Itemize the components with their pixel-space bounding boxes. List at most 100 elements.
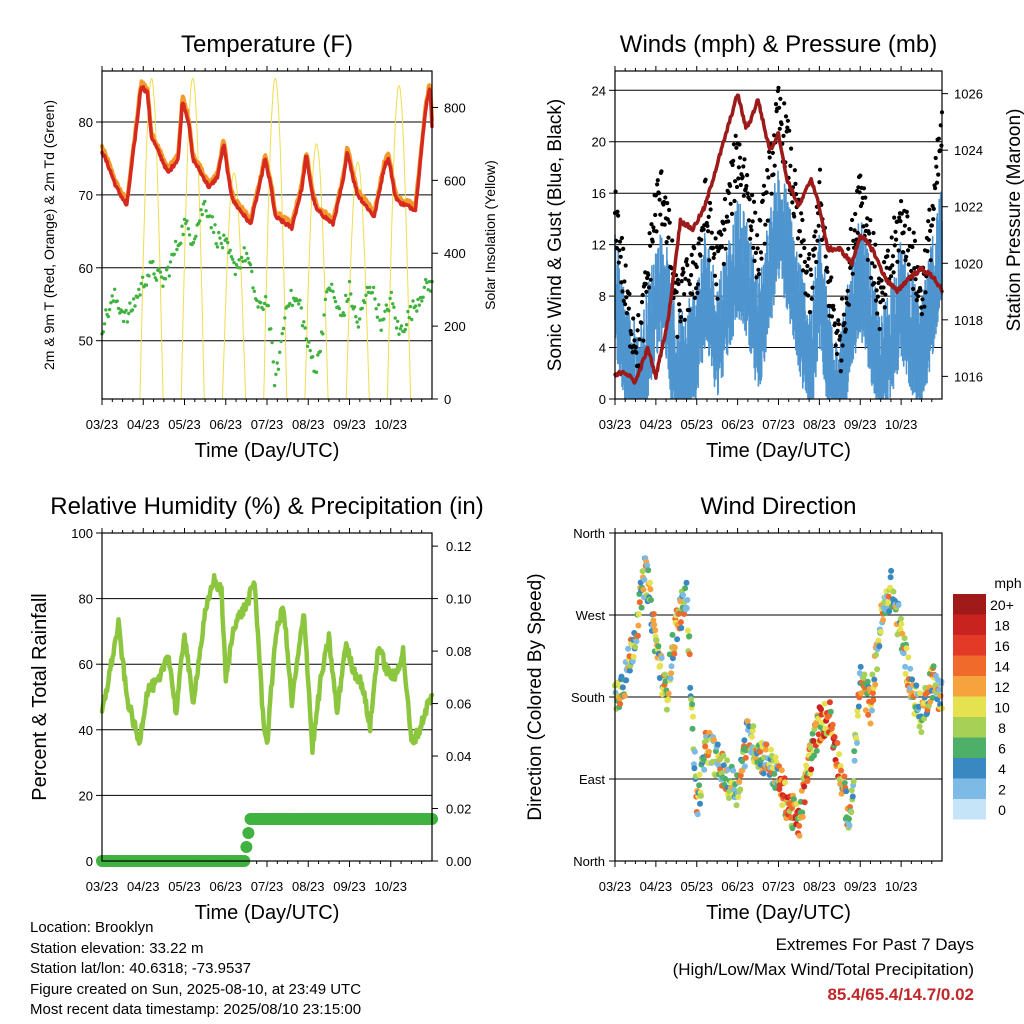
gust-point <box>754 275 759 280</box>
direction-point <box>687 684 694 691</box>
dewpoint-point <box>342 313 347 317</box>
direction-point <box>804 778 811 784</box>
gust-point <box>713 236 718 241</box>
direction-point <box>818 706 824 713</box>
gust-point <box>719 244 725 249</box>
direction-point <box>757 748 764 755</box>
dewpoint-point <box>217 230 221 235</box>
direction-point <box>909 676 916 683</box>
dewpoint-point <box>107 307 112 312</box>
gust-point <box>733 133 738 138</box>
temp-ytick-label: 80 <box>79 115 93 130</box>
gust-point <box>817 167 823 172</box>
gust-point <box>798 253 803 258</box>
direction-point <box>623 677 630 684</box>
gust-point <box>933 155 938 161</box>
dewpoint-point <box>318 349 322 354</box>
direction-point <box>651 621 658 628</box>
wind-xtick-label: 06/23 <box>721 417 754 432</box>
direction-point <box>868 707 875 714</box>
dewpoint-point <box>271 360 275 364</box>
gust-point <box>852 228 857 233</box>
dewpoint-point <box>215 245 220 249</box>
direction-point <box>690 713 696 720</box>
rh-ytick-label: 20 <box>79 788 93 803</box>
direction-point <box>705 748 712 755</box>
dewpoint-point <box>140 275 145 279</box>
gust-point <box>684 257 689 262</box>
wind-ytick-label: 0 <box>599 392 606 407</box>
gust-point <box>858 173 863 178</box>
dewpoint-point <box>288 301 292 306</box>
dewpoint-point <box>110 294 114 298</box>
gust-point <box>778 96 783 101</box>
gust-point <box>731 158 736 163</box>
dewpoint-point <box>347 279 352 284</box>
gust-point <box>795 236 801 241</box>
gust-point <box>678 315 684 320</box>
gust-point <box>759 256 764 261</box>
gust-point <box>724 214 730 219</box>
direction-point <box>640 586 647 593</box>
gust-point <box>661 199 667 205</box>
gust-point <box>629 332 634 337</box>
direction-point <box>799 813 806 820</box>
direction-point <box>636 599 643 606</box>
gust-point <box>646 272 651 277</box>
gust-point <box>837 337 842 342</box>
extremes-title: Extremes For Past 7 Days <box>775 935 974 954</box>
wind-y2label: Station Pressure (Maroon) <box>1004 109 1024 332</box>
gust-point <box>748 224 753 229</box>
direction-point <box>771 770 778 777</box>
direction-point <box>850 778 857 785</box>
gust-point <box>694 286 699 291</box>
gust-point <box>639 320 644 325</box>
gust-point <box>797 229 803 234</box>
gust-point <box>931 206 936 211</box>
direction-point <box>655 643 662 650</box>
dewpoint-point <box>233 272 237 277</box>
legend-swatch <box>953 778 986 799</box>
dewpoint-point <box>259 301 263 305</box>
dewpoint-point <box>264 295 268 299</box>
direction-point <box>867 720 874 727</box>
direction-point <box>886 608 893 615</box>
gust-point <box>793 181 798 186</box>
gust-point <box>651 225 656 230</box>
gust-point <box>617 248 622 253</box>
dewpoint-point <box>118 311 122 315</box>
rh-y2tick-label: 0.02 <box>446 802 471 817</box>
gust-point <box>760 198 765 203</box>
gust-point <box>680 266 686 271</box>
direction-point <box>737 772 744 779</box>
gust-point <box>876 280 881 286</box>
dewpoint-point <box>147 274 151 278</box>
direction-point <box>826 699 833 706</box>
direction-point <box>846 822 853 829</box>
gust-point <box>631 316 636 321</box>
gust-point <box>890 263 895 268</box>
rh-y2tick-label: 0.06 <box>446 697 471 712</box>
direction-point <box>838 790 845 797</box>
legend-label: 20+ <box>990 597 1014 613</box>
dewpoint-point <box>413 304 418 308</box>
dewpoint-point <box>130 308 135 312</box>
gust-point <box>726 219 731 224</box>
dewpoint-point <box>212 230 216 235</box>
legend-swatch <box>953 635 986 656</box>
gust-point <box>912 238 918 243</box>
direction-point <box>796 832 803 839</box>
dewpoint-point <box>248 263 253 267</box>
gust-point <box>839 358 844 363</box>
dewpoint-point <box>332 296 336 300</box>
gust-point <box>712 273 718 278</box>
dewpoint-point <box>256 305 260 309</box>
gust-point <box>872 264 877 269</box>
dewpoint-point <box>219 241 223 246</box>
gust-point <box>789 146 794 151</box>
dewpoint-point <box>375 315 380 319</box>
dewpoint-point <box>383 309 387 313</box>
dewpoint-point <box>200 212 204 217</box>
insolation-curve <box>180 77 205 400</box>
gust-point <box>870 261 875 266</box>
